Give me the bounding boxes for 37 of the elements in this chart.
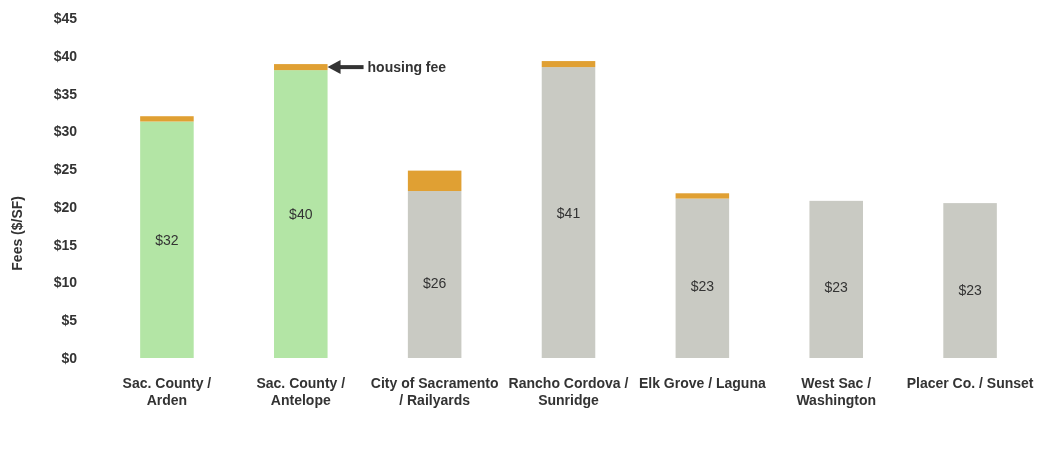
annotation: housing fee xyxy=(367,59,447,76)
bar xyxy=(407,191,462,358)
y-tick-label: $15 xyxy=(53,236,78,253)
annotation: $23 xyxy=(690,278,715,295)
y-tick-label: $10 xyxy=(53,274,78,291)
y-tick-label: $40 xyxy=(53,47,78,64)
bar xyxy=(675,193,730,199)
y-tick-label: $0 xyxy=(61,349,78,366)
x-tick-label: Sac. County / Arden xyxy=(122,375,212,408)
y-tick-label: $25 xyxy=(53,161,78,178)
x-tick-label: Rancho Cordova / Sunridge xyxy=(508,375,629,408)
bar xyxy=(675,198,730,358)
bar xyxy=(407,170,462,192)
x-tick-label: Placer Co. / Sunset xyxy=(906,375,1034,391)
bar xyxy=(809,200,863,358)
annotation: $40 xyxy=(289,206,313,223)
bar xyxy=(541,67,596,358)
bar xyxy=(140,121,194,358)
bar xyxy=(541,61,596,68)
annotation: $26 xyxy=(422,274,447,291)
annotation: $32 xyxy=(155,231,179,248)
y-tick-label: $20 xyxy=(53,198,78,215)
y-tick-label: $45 xyxy=(53,9,78,26)
y-tick-label: $35 xyxy=(53,85,78,102)
y-tick-label: $5 xyxy=(61,312,78,329)
bar xyxy=(140,116,194,122)
annotation: $23 xyxy=(824,279,849,296)
x-tick-label: Elk Grove / Laguna xyxy=(638,375,766,391)
bar xyxy=(943,203,997,358)
x-tick-label: Sac. County / Antelope xyxy=(256,375,346,408)
x-tick-label: City of Sacramento / Railyards xyxy=(370,375,499,408)
x-tick-label: West Sac / Washington xyxy=(796,375,876,408)
bar xyxy=(274,70,328,358)
annotation: $41 xyxy=(556,204,581,221)
annotation: $23 xyxy=(958,281,982,298)
y-axis-title: Fees ($/SF) xyxy=(9,195,25,271)
y-tick-label: $30 xyxy=(53,123,78,140)
